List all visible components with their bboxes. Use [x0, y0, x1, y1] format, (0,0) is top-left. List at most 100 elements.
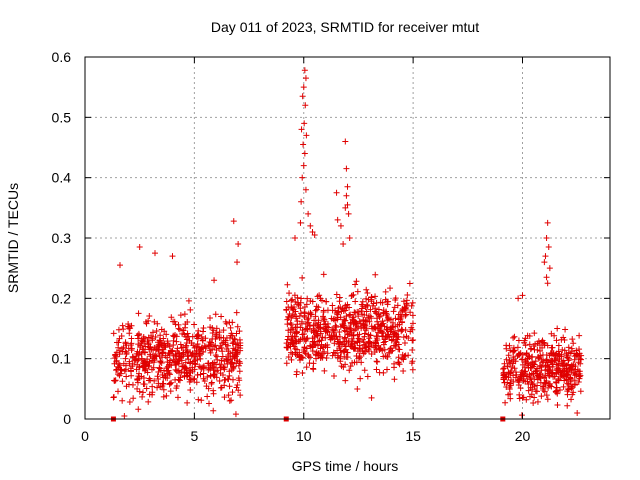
data-point: [194, 332, 201, 339]
data-point: [143, 320, 150, 327]
data-point: [119, 397, 126, 404]
data-point: [199, 337, 206, 344]
data-point: [346, 367, 353, 374]
data-point: [120, 344, 127, 351]
data-point: [188, 352, 195, 359]
data-point: [180, 363, 187, 370]
data-point: [298, 126, 305, 133]
data-point: [234, 259, 241, 266]
data-point: [301, 309, 308, 316]
data-point: [237, 392, 244, 399]
data-point: [288, 337, 295, 344]
data-point: [372, 271, 379, 278]
data-point: [301, 67, 308, 74]
data-point: [541, 259, 548, 266]
data-point: [288, 297, 295, 304]
data-point: [196, 363, 203, 370]
x-tick-label: 0: [81, 428, 89, 444]
data-point: [184, 399, 191, 406]
data-point: [337, 353, 344, 360]
data-point: [395, 359, 402, 366]
data-point: [403, 297, 410, 304]
data-point: [331, 373, 338, 380]
data-point: [170, 341, 177, 348]
data-point: [227, 324, 234, 331]
data-point: [503, 342, 510, 349]
data-point: [560, 383, 567, 390]
data-point: [167, 388, 174, 395]
data-point: [386, 349, 393, 356]
data-point: [319, 334, 326, 341]
data-point: [409, 337, 416, 344]
data-point: [363, 295, 370, 302]
data-point: [576, 373, 583, 380]
data-point: [220, 339, 227, 346]
data-point: [198, 333, 205, 340]
data-point: [330, 329, 337, 336]
data-point: [113, 358, 120, 365]
data-point: [135, 341, 142, 348]
data-point: [397, 311, 404, 318]
data-point: [175, 367, 182, 374]
data-point: [185, 297, 192, 304]
data-point: [230, 363, 237, 370]
data-point: [194, 341, 201, 348]
data-point: [349, 292, 356, 299]
data-point: [410, 336, 417, 343]
data-point: [555, 360, 562, 367]
data-point: [287, 343, 294, 350]
y-axis-title: SRMTID / TECUs: [5, 183, 21, 293]
data-point: [555, 356, 562, 363]
data-point: [387, 285, 394, 292]
data-point: [399, 327, 406, 334]
data-point: [111, 378, 118, 385]
data-point: [305, 210, 312, 217]
data-point: [139, 389, 146, 396]
data-point: [162, 342, 169, 349]
data-point: [565, 355, 572, 362]
data-point: [328, 333, 335, 340]
data-point: [364, 289, 371, 296]
data-point: [546, 382, 553, 389]
data-point: [564, 354, 571, 361]
data-point: [514, 344, 521, 351]
data-point: [508, 377, 515, 384]
data-point: [340, 322, 347, 329]
data-point: [310, 329, 317, 336]
data-point: [134, 375, 141, 382]
data-point: [564, 402, 571, 409]
data-point: [172, 366, 179, 373]
data-point: [299, 274, 306, 281]
data-point: [361, 347, 368, 354]
data-point: [300, 141, 307, 148]
data-point: [127, 367, 134, 374]
data-point: [385, 331, 392, 338]
data-point: [514, 377, 521, 384]
data-point: [527, 374, 534, 381]
data-point: [288, 321, 295, 328]
data-point: [285, 327, 292, 334]
data-point: [135, 310, 142, 317]
data-point: [510, 334, 517, 341]
data-point: [204, 374, 211, 381]
data-point: [140, 335, 147, 342]
data-point: [305, 353, 312, 360]
data-point: [297, 305, 304, 312]
data-point: [529, 381, 536, 388]
data-point: [509, 364, 516, 371]
data-point: [544, 280, 551, 287]
data-point: [311, 231, 318, 238]
data-point: [321, 348, 328, 355]
data-point: [154, 320, 161, 327]
data-point: [304, 295, 311, 302]
data-point: [567, 378, 574, 385]
data-point: [353, 359, 360, 366]
data-point: [325, 324, 332, 331]
data-point: [344, 349, 351, 356]
data-point: [210, 387, 217, 394]
data-point: [113, 353, 120, 360]
data-point: [392, 323, 399, 330]
data-point: [283, 298, 290, 305]
x-tick-label: 20: [515, 428, 531, 444]
data-point: [554, 325, 561, 332]
